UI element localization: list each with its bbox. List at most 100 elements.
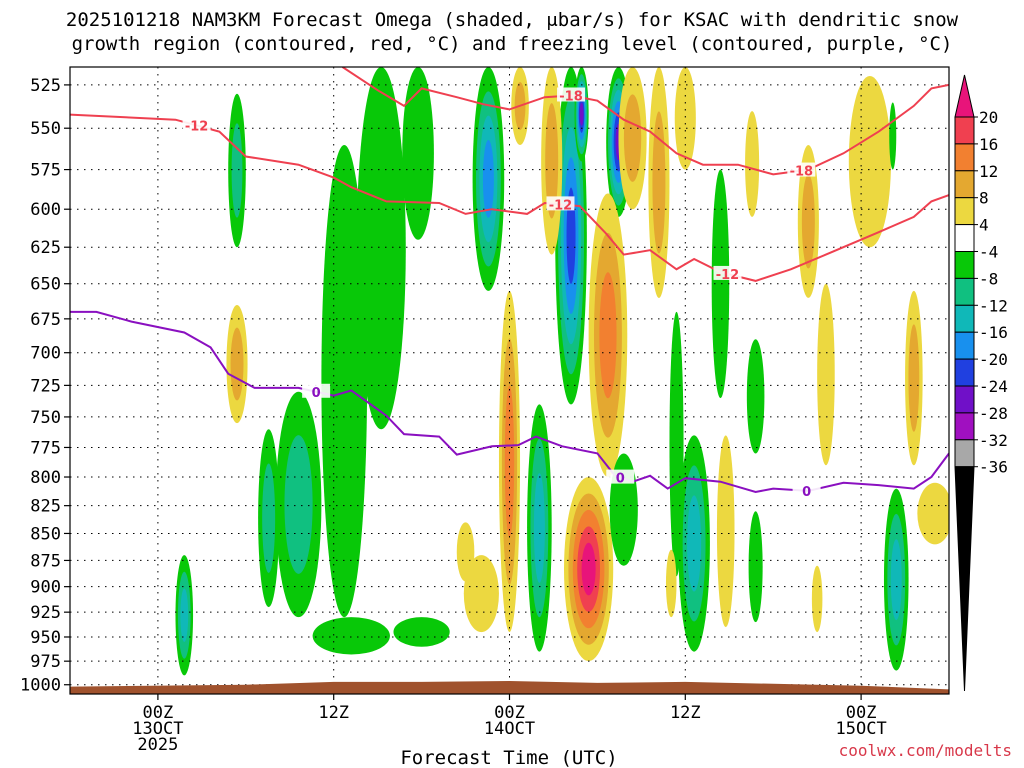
colorbar-bin-4-8: [954, 197, 975, 226]
omega-cell-4-level--8: [262, 463, 276, 573]
omega-cell-37-level-4: [848, 75, 891, 248]
omega-cell-1-level--8: [231, 123, 243, 218]
colorbar-bin--4-4: [954, 224, 975, 253]
omega-cell-27-level--12: [687, 495, 702, 592]
x-tick-label-h0-1: 00Z: [143, 703, 174, 723]
omega-cell-16-level--20: [566, 187, 576, 284]
isotherm-zero-label-2: 0: [802, 485, 811, 500]
y-tick-label-525: 525: [30, 76, 61, 96]
omega-cell-36-level-4: [811, 565, 823, 633]
colorbar-bin-16-20: [954, 116, 975, 145]
colorbar-label-20: 20: [979, 108, 998, 127]
omega-cell-30-level-4: [716, 435, 735, 628]
chart-title-line1: 2025101218 NAM3KM Forecast Omega (shaded…: [66, 9, 959, 31]
omega-cell-18-level-8: [545, 103, 559, 219]
x-tick-label-h30-1: 12Z: [670, 703, 701, 723]
x-tick-label-h10-1: 12Z: [318, 703, 349, 723]
omega-cell-9-level--4: [393, 617, 450, 647]
omega-cell-15-level--12: [533, 473, 545, 583]
isotherm-minus12-line: [70, 113, 949, 282]
y-tick-label-975: 975: [30, 652, 61, 672]
y-tick-label-675: 675: [30, 310, 61, 330]
omega-cell-34-level-8: [801, 174, 815, 269]
y-tick-label-550: 550: [30, 119, 61, 139]
colorbar-label--36: -36: [979, 458, 1008, 477]
y-tick-label-900: 900: [30, 578, 61, 598]
colorbar-label-4: 4: [979, 216, 989, 235]
colorbar-bin--24--20: [954, 358, 975, 387]
omega-cell-11-level--16: [482, 139, 494, 218]
omega-cell-33-level-4: [745, 111, 760, 217]
isotherm-zero-label-bg-2: [792, 482, 821, 497]
colorbar-label-8: 8: [979, 189, 989, 208]
isotherm-minus12-label-0: -12: [185, 119, 209, 134]
y-tick-label-925: 925: [30, 603, 61, 623]
colorbar-label--32: -32: [979, 431, 1008, 450]
colorbar-label--24: -24: [979, 377, 1008, 396]
colorbar-bin-8-12: [954, 170, 975, 199]
colorbar-bin--36--32: [954, 439, 975, 468]
omega-cell-12-level-12: [504, 385, 515, 538]
colorbar-label--16: -16: [979, 323, 1008, 342]
y-tick-label-825: 825: [30, 497, 61, 517]
omega-shading: [175, 67, 949, 676]
omega-cell-26-level-4: [674, 67, 696, 170]
isotherm-minus18-label-bg-0: [557, 87, 586, 102]
colorbar-label--12: -12: [979, 296, 1008, 315]
colorbar-bin--8--4: [954, 251, 975, 279]
y-tick-label-775: 775: [30, 438, 61, 458]
colorbar-bin--20--16: [954, 331, 975, 360]
colorbar-label-12: 12: [979, 162, 998, 181]
colorbar-bin--28--24: [954, 385, 975, 414]
pressure-axis: 525 550 575 600 625 650 675 700 725 750 775 800 825 8…: [20, 76, 70, 696]
omega-cell-38-level--12: [890, 539, 902, 621]
isotherm-zero-label-1: 0: [616, 472, 625, 487]
y-tick-label-575: 575: [30, 161, 61, 181]
isotherm-zero-label-bg-1: [606, 469, 635, 484]
omega-cell-6-level--4: [356, 67, 406, 430]
isotherm-minus18-line: [341, 67, 949, 176]
colorbar-bin--12--8: [954, 277, 975, 306]
omega-cell-40-level-4: [917, 482, 949, 545]
x-tick-label-h40-1: 00Z: [846, 703, 877, 723]
colorbar-over-arrow: [954, 74, 975, 118]
terrain-fill: [70, 681, 949, 694]
x-tick-label-h20-1: 00Z: [494, 703, 525, 723]
colorbar: 20 16 12 8 4 -4 -8 -12 -16 -20 -24 -28 -32 -36: [954, 74, 1008, 692]
colorbar-label-16: 16: [979, 135, 998, 154]
omega-cell-5-level--4: [321, 144, 368, 618]
omega-cell-22-level-8: [623, 94, 642, 182]
omega-cell-14-level-4: [463, 555, 499, 633]
x-tick-label-h0-2: 13OCT: [132, 719, 183, 739]
isotherm-minus12-label-1: -12: [549, 198, 573, 213]
omega-cell-0-level--12: [180, 588, 189, 642]
omega-cell-7-level--4: [402, 67, 434, 240]
omega-cell-28-level-4: [665, 549, 677, 618]
y-tick-label-700: 700: [30, 344, 61, 364]
isotherm-zero-label-bg-0: [302, 383, 331, 398]
isotherm-minus18-label-0: -18: [559, 89, 583, 104]
plot-area: -18 -18 -12 -12 -12 0 0 0: [70, 67, 949, 694]
isotherm-minus12-label-bg-0: [182, 117, 211, 132]
colorbar-bin--32--28: [954, 412, 975, 441]
terrain: [70, 681, 949, 694]
y-tick-label-850: 850: [30, 524, 61, 544]
isotherm-minus12-label-bg-2: [713, 265, 742, 280]
isotherm-minus12-label-bg-1: [546, 196, 575, 211]
x-tick-label-h20-2: 14OCT: [484, 719, 535, 739]
credit-link[interactable]: coolwx.com/modelts: [839, 741, 1012, 760]
omega-cell-24-level-8: [652, 111, 666, 254]
y-tick-label-950: 950: [30, 628, 61, 648]
colorbar-bin-12-16: [954, 143, 975, 172]
omega-cell-35-level-4: [817, 283, 835, 466]
omega-cell-41-level--4: [889, 102, 897, 170]
temperature-contours: -18 -18 -12 -12 -12 0 0 0: [70, 67, 949, 500]
y-tick-label-875: 875: [30, 551, 61, 571]
colorbar-label--4: -4: [979, 243, 998, 262]
y-tick-label-650: 650: [30, 275, 61, 295]
colorbar-label--8: -8: [979, 269, 998, 288]
y-tick-label-600: 600: [30, 200, 61, 220]
isotherm-minus18-label-1: -18: [790, 165, 814, 180]
omega-cell-21-level-12: [599, 272, 617, 399]
